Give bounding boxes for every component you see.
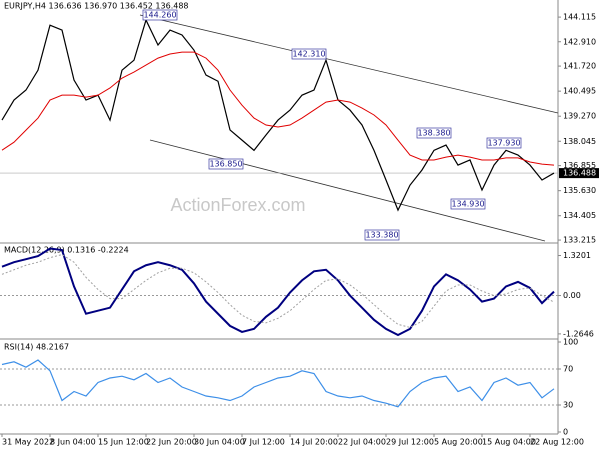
series-line	[1, 51, 555, 166]
annotation-box	[208, 158, 244, 170]
x-tick-label: 5 Aug 20:00	[434, 438, 483, 447]
y-tick-label: -1.2646	[563, 329, 594, 338]
y-tick-label: 141.720	[563, 62, 596, 71]
x-tick-label: 22 Jul 04:00	[338, 438, 386, 447]
annotation-box	[416, 127, 452, 139]
watermark: ActionForex.com	[170, 195, 305, 215]
annotation: 142.310	[292, 50, 325, 59]
y-tick-label: 30	[563, 401, 573, 410]
y-tick-label: 136.855	[563, 161, 596, 170]
x-tick-label: 30 Jun 04:00	[194, 438, 245, 447]
annotation: 134.930	[451, 200, 484, 209]
annotation: 144.260	[143, 11, 176, 20]
x-tick-label: 8 Jun 04:00	[50, 438, 96, 447]
y-tick-label: 140.495	[563, 87, 596, 96]
series-line	[1, 359, 555, 408]
y-tick-label: 134.405	[563, 211, 596, 220]
chart-title: EURJPY,H4 136.636 136.970 136.452 136.48…	[4, 2, 189, 11]
y-tick-label: 135.630	[563, 186, 596, 195]
y-tick-label: 1.3201	[563, 251, 591, 260]
current-price-tag	[559, 168, 599, 179]
panel-title: MACD(12,26,9) 0.1316 -0.2224	[4, 246, 129, 255]
annotation-box	[486, 137, 522, 149]
y-tick-label: 144.115	[563, 13, 596, 22]
series-line	[1, 254, 555, 328]
x-tick-label: 22 Jun 20:00	[146, 438, 197, 447]
y-tick-label: 0	[563, 428, 568, 437]
annotation: 138.380	[417, 129, 450, 138]
annotation-box	[364, 229, 400, 241]
y-tick-label: 138.045	[563, 137, 596, 146]
annotation-box	[450, 198, 486, 210]
annotation-box	[142, 9, 178, 21]
x-tick-label: 22 Aug 12:00	[530, 438, 584, 447]
y-tick-label: 142.910	[563, 37, 596, 46]
y-tick-label: 0.00	[563, 291, 581, 300]
y-tick-label: 139.270	[563, 112, 596, 121]
x-tick-label: 7 Jul 12:00	[242, 438, 285, 447]
x-tick-label: 14 Jul 20:00	[290, 438, 338, 447]
series-line	[1, 247, 555, 337]
series-line	[1, 18, 555, 212]
annotation: 137.930	[487, 139, 520, 148]
channel-line	[139, 14, 559, 114]
panel-title: RSI(14) 48.2167	[4, 343, 69, 352]
y-tick-label: 133.215	[563, 236, 596, 245]
channel-line	[149, 139, 546, 242]
current-price-label: 136.488	[563, 169, 596, 178]
y-tick-label: 70	[563, 365, 573, 374]
annotation: 133.380	[365, 231, 398, 240]
x-tick-label: 31 May 2022	[2, 438, 54, 447]
y-tick-label: 100	[563, 338, 578, 347]
annotation-box	[291, 48, 327, 60]
x-tick-label: 15 Aug 04:00	[482, 438, 536, 447]
x-tick-label: 29 Jul 12:00	[386, 438, 434, 447]
x-tick-label: 15 Jun 12:00	[98, 438, 149, 447]
annotation: 136.850	[209, 160, 242, 169]
